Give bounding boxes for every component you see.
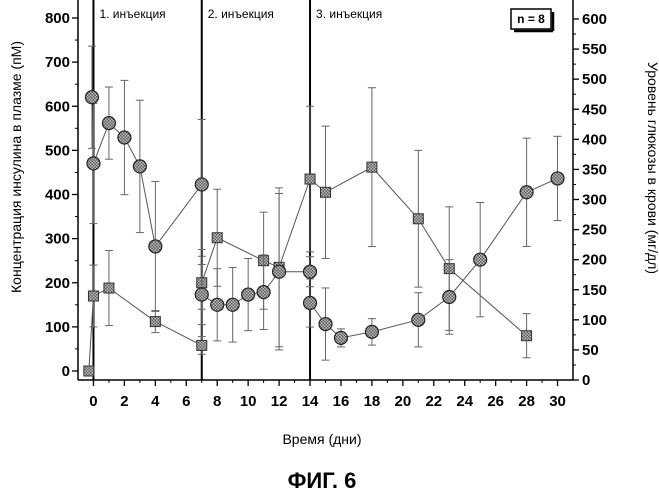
injection-label: 1. инъекция — [99, 7, 165, 21]
figure-caption: ФИГ. 6 — [288, 468, 357, 493]
insulin-point — [88, 291, 98, 301]
y-right-tick-label: 300 — [582, 192, 607, 209]
glucose-point — [149, 240, 162, 253]
x-tick-label: 14 — [302, 393, 319, 410]
glucose-point — [273, 265, 286, 278]
injection-label: 3. инъекция — [316, 7, 382, 21]
glucose-point — [226, 298, 239, 311]
y-right-tick-label: 600 — [582, 11, 607, 28]
glucose-point — [412, 313, 425, 326]
insulin-point — [84, 366, 94, 376]
glucose-point — [257, 286, 270, 299]
glucose-point — [133, 160, 146, 173]
x-tick-label: 20 — [395, 393, 412, 410]
x-tick-label: 8 — [213, 393, 221, 410]
sample-size-box: n = 8 — [511, 9, 553, 31]
y-right-tick-label: 150 — [582, 282, 607, 299]
x-tick-label: 22 — [425, 393, 442, 410]
y-left-tick-label: 600 — [45, 98, 70, 115]
sample-size-label: n = 8 — [517, 12, 545, 26]
glucose-series — [85, 46, 564, 360]
injection-label: 2. инъекция — [208, 7, 274, 21]
glucose-point — [304, 296, 317, 309]
glucose-point — [304, 265, 317, 278]
y-right-tick-label: 250 — [582, 222, 607, 239]
glucose-point — [242, 288, 255, 301]
glucose-point — [474, 253, 487, 266]
x-tick-label: 26 — [487, 393, 504, 410]
glucose-point — [551, 172, 564, 185]
y-right-tick-label: 500 — [582, 71, 607, 88]
insulin-point — [367, 162, 377, 172]
glucose-point — [195, 178, 208, 191]
y-right-tick-label: 550 — [582, 41, 607, 58]
glucose-point — [443, 290, 456, 303]
x-tick-label: 18 — [364, 393, 381, 410]
glucose-point — [85, 91, 98, 104]
insulin-series — [84, 88, 532, 376]
glucose-point — [87, 157, 100, 170]
y-right-axis-title: Уровень глюкозы в крови (мг/дл) — [645, 62, 659, 274]
x-tick-label: 0 — [89, 393, 97, 410]
insulin-point — [104, 283, 114, 293]
x-axis-title: Время (дни) — [282, 431, 361, 447]
x-tick-label: 6 — [182, 393, 190, 410]
x-tick-label: 10 — [240, 393, 257, 410]
insulin-point — [305, 174, 315, 184]
x-tick-label: 2 — [120, 393, 128, 410]
y-left-tick-label: 700 — [45, 54, 70, 71]
insulin-point — [321, 187, 331, 197]
x-tick-label: 30 — [549, 393, 566, 410]
y-left-axis-title: Концентрация инсулина в плазме (пМ) — [8, 41, 24, 293]
y-left-tick-label: 800 — [45, 10, 70, 27]
glucose-point — [319, 318, 332, 331]
y-left-tick-label: 400 — [45, 187, 70, 204]
x-tick-label: 16 — [333, 393, 350, 410]
y-right-tick-label: 100 — [582, 312, 607, 329]
insulin-point — [212, 233, 222, 243]
glucose-point — [211, 298, 224, 311]
data-series — [84, 46, 564, 376]
y-left-tick-label: 500 — [45, 142, 70, 159]
y-right-tick-label: 0 — [582, 372, 590, 389]
insulin-point — [197, 340, 207, 350]
insulin-point — [150, 317, 160, 327]
glucose-point — [118, 131, 131, 144]
glucose-point — [102, 117, 115, 130]
y-left-tick-label: 200 — [45, 275, 70, 292]
injection-markers: 1. инъекция 2. инъекция 3. инъекция — [93, 0, 382, 380]
x-tick-label: 24 — [456, 393, 473, 410]
x-tick-label: 28 — [518, 393, 535, 410]
y-left-tick-label: 0 — [62, 363, 70, 380]
insulin-point — [413, 214, 423, 224]
glucose-point — [365, 325, 378, 338]
y-right-tick-label: 350 — [582, 161, 607, 178]
y-right-tick-label: 400 — [582, 131, 607, 148]
y-left-tick-label: 100 — [45, 319, 70, 336]
y-right-tick-label: 450 — [582, 101, 607, 118]
x-tick-label: 12 — [271, 393, 288, 410]
y-right-tick-label: 200 — [582, 252, 607, 269]
y-right-tick-label: 50 — [582, 342, 599, 359]
glucose-point — [195, 288, 208, 301]
x-tick-label: 4 — [151, 393, 160, 410]
y-left-tick-label: 300 — [45, 231, 70, 248]
glucose-point — [334, 331, 347, 344]
insulin-point — [522, 331, 532, 341]
glucose-point — [520, 186, 533, 199]
